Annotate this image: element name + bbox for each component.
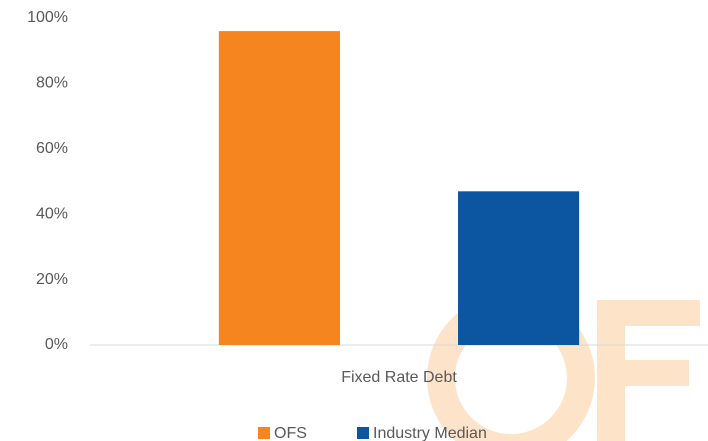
watermark-f-mid xyxy=(597,360,689,386)
legend-swatch xyxy=(357,427,369,439)
y-tick-label: 0% xyxy=(45,336,68,353)
legend-swatch xyxy=(258,427,270,439)
legend-label: OFS xyxy=(274,425,307,441)
legend-label: Industry Median xyxy=(373,425,487,441)
bar xyxy=(218,31,340,346)
y-tick-label: 100% xyxy=(27,9,68,26)
y-tick-label: 60% xyxy=(36,140,68,157)
watermark-f-top xyxy=(597,300,700,326)
x-tick-label: Fixed Rate Debt xyxy=(341,369,457,386)
y-tick-label: 40% xyxy=(36,205,68,222)
bar xyxy=(458,191,580,345)
y-tick-label: 20% xyxy=(36,271,68,288)
y-tick-label: 80% xyxy=(36,75,68,92)
